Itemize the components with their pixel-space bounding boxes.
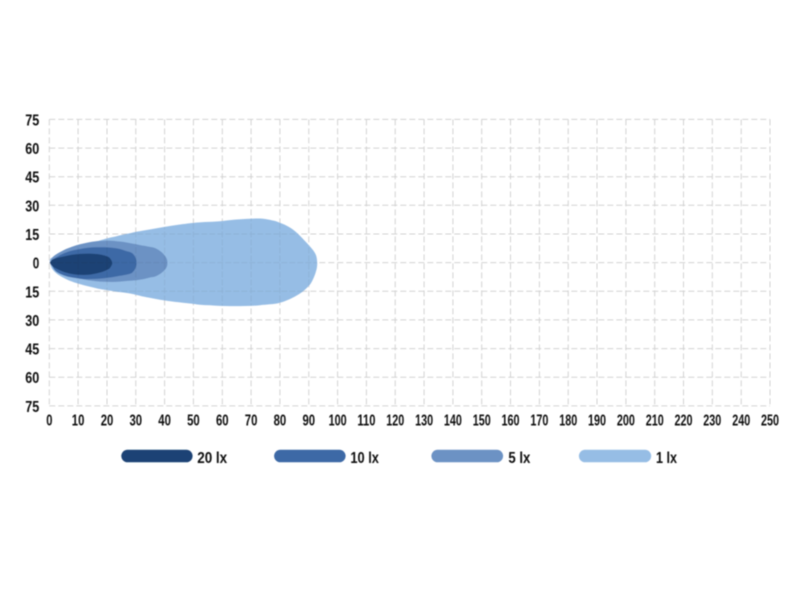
svg-text:80: 80 — [274, 413, 287, 430]
svg-text:240: 240 — [732, 413, 750, 430]
svg-text:230: 230 — [703, 413, 721, 430]
svg-text:150: 150 — [473, 413, 491, 430]
svg-text:160: 160 — [502, 413, 520, 430]
svg-text:75: 75 — [25, 399, 39, 416]
svg-text:0: 0 — [46, 413, 52, 430]
svg-text:5 lx: 5 lx — [508, 450, 530, 467]
svg-text:10 lx: 10 lx — [350, 450, 379, 467]
svg-text:220: 220 — [675, 413, 693, 430]
svg-text:40: 40 — [158, 413, 171, 430]
svg-text:60: 60 — [25, 141, 39, 158]
svg-text:170: 170 — [530, 413, 548, 430]
svg-text:30: 30 — [25, 198, 39, 215]
svg-text:15: 15 — [25, 284, 39, 301]
svg-text:10: 10 — [72, 413, 85, 430]
svg-text:90: 90 — [303, 413, 316, 430]
svg-text:60: 60 — [216, 413, 229, 430]
svg-text:110: 110 — [357, 413, 375, 430]
svg-text:20: 20 — [101, 413, 114, 430]
svg-text:1 lx: 1 lx — [656, 450, 677, 467]
svg-text:20 lx: 20 lx — [197, 450, 227, 467]
svg-text:250: 250 — [761, 413, 779, 430]
svg-text:190: 190 — [588, 413, 606, 430]
svg-text:0: 0 — [33, 256, 40, 273]
svg-text:140: 140 — [444, 413, 462, 430]
svg-text:60: 60 — [25, 370, 39, 387]
svg-text:100: 100 — [329, 413, 347, 430]
svg-text:70: 70 — [245, 413, 258, 430]
svg-text:130: 130 — [415, 413, 433, 430]
svg-text:120: 120 — [386, 413, 404, 430]
svg-text:180: 180 — [559, 413, 577, 430]
svg-text:45: 45 — [25, 170, 39, 187]
svg-text:50: 50 — [187, 413, 200, 430]
svg-text:45: 45 — [25, 342, 39, 359]
svg-text:30: 30 — [130, 413, 143, 430]
svg-text:30: 30 — [25, 313, 39, 330]
svg-text:75: 75 — [25, 112, 39, 129]
svg-text:15: 15 — [25, 227, 39, 244]
svg-text:200: 200 — [617, 413, 635, 430]
svg-text:210: 210 — [646, 413, 664, 430]
